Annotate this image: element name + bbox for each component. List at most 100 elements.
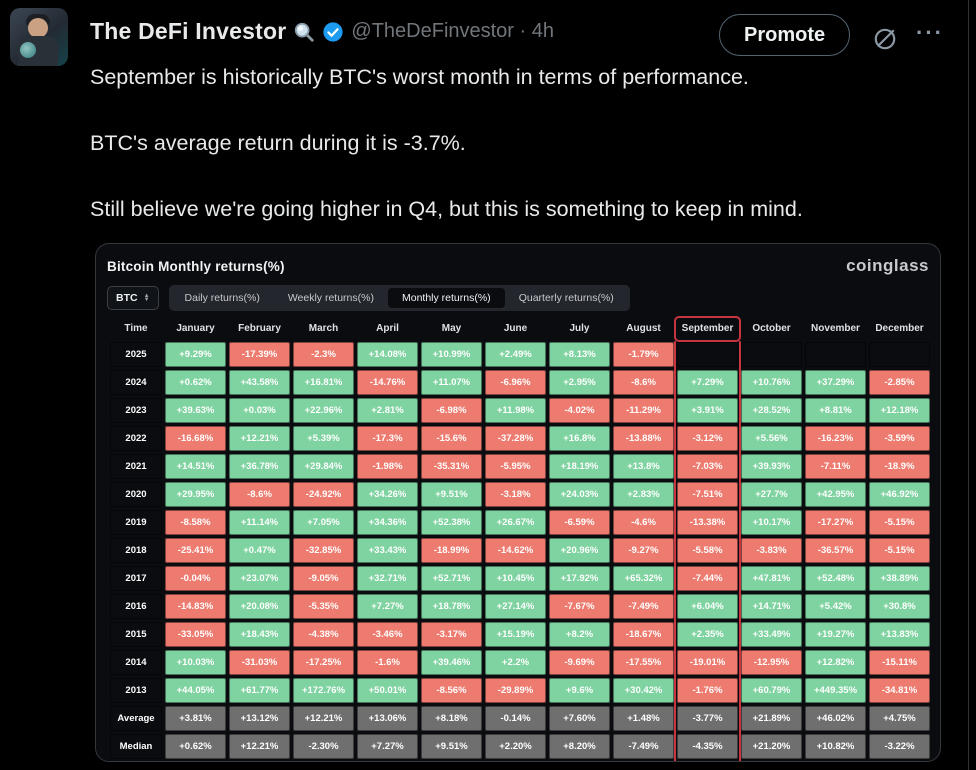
row-label-2015: 2015 <box>110 622 162 647</box>
return-cell: +0.03% <box>229 398 290 423</box>
avatar[interactable] <box>10 8 68 66</box>
return-cell: +6.04% <box>677 594 738 619</box>
return-cell: +30.42% <box>613 678 674 703</box>
return-cell: +12.18% <box>869 398 930 423</box>
tab-quarterly[interactable]: Quarterly returns(%) <box>518 292 614 304</box>
col-header-november: November <box>811 323 860 334</box>
return-cell: -8.6% <box>613 370 674 395</box>
return-cell: -3.17% <box>421 622 482 647</box>
return-cell: -6.59% <box>549 510 610 535</box>
return-cell: +10.99% <box>421 342 482 367</box>
return-cell: -9.27% <box>613 538 674 563</box>
tweet-image-coinglass-table[interactable]: Bitcoin Monthly returns(%) coinglass BTC… <box>95 243 941 762</box>
return-cell: +52.71% <box>421 566 482 591</box>
return-cell: +7.27% <box>357 734 418 759</box>
return-cell: +27.14% <box>485 594 546 619</box>
col-header-september: September <box>681 323 734 334</box>
return-cell: -5.95% <box>485 454 546 479</box>
col-header-april: April <box>376 323 399 334</box>
return-cell: -24.92% <box>293 482 354 507</box>
return-cell: -33.05% <box>165 622 226 647</box>
monthly-returns-table: Time January February March April May June July… <box>107 315 933 761</box>
return-cell: +9.51% <box>421 482 482 507</box>
return-cell: -2.30% <box>293 734 354 759</box>
return-cell: +37.29% <box>805 370 866 395</box>
row-label-2023: 2023 <box>110 398 162 423</box>
return-cell: -18.99% <box>421 538 482 563</box>
return-cell: -13.38% <box>677 510 738 535</box>
row-label-2022: 2022 <box>110 426 162 451</box>
return-cell: +10.03% <box>165 650 226 675</box>
return-cell: +10.82% <box>805 734 866 759</box>
return-cell: +0.47% <box>229 538 290 563</box>
grok-slash-circle-icon[interactable] <box>872 26 898 52</box>
avatar-art <box>20 42 36 58</box>
return-cell: -3.77% <box>677 706 738 731</box>
return-cell: +17.92% <box>549 566 610 591</box>
return-cell: +9.29% <box>165 342 226 367</box>
tab-monthly[interactable]: Monthly returns(%) <box>387 288 505 308</box>
return-cell: +7.05% <box>293 510 354 535</box>
return-cell: -15.11% <box>869 650 930 675</box>
return-cell: +36.78% <box>229 454 290 479</box>
col-header-december: December <box>875 323 924 334</box>
return-cell: -14.76% <box>357 370 418 395</box>
col-header-time: Time <box>124 323 148 334</box>
return-cell: +13.8% <box>613 454 674 479</box>
tab-daily[interactable]: Daily returns(%) <box>184 292 260 304</box>
return-cell: +14.08% <box>357 342 418 367</box>
return-cell: +12.21% <box>293 706 354 731</box>
return-cell: -3.59% <box>869 426 930 451</box>
return-cell: -3.22% <box>869 734 930 759</box>
return-cell: +4.75% <box>869 706 930 731</box>
return-cell: +21.89% <box>741 706 802 731</box>
return-cell: -1.79% <box>613 342 674 367</box>
return-cell: +3.81% <box>165 706 226 731</box>
return-cell: +33.43% <box>357 538 418 563</box>
row-label-average: Average <box>110 706 162 731</box>
return-cell: -29.89% <box>485 678 546 703</box>
return-cell: -1.6% <box>357 650 418 675</box>
return-cell: +20.08% <box>229 594 290 619</box>
return-cell: -2.3% <box>293 342 354 367</box>
return-cell: +52.38% <box>421 510 482 535</box>
symbol-selector[interactable]: BTC ▲ ▼ <box>107 286 159 310</box>
return-cell: -35.31% <box>421 454 482 479</box>
return-cell: -7.67% <box>549 594 610 619</box>
return-cell: +47.81% <box>741 566 802 591</box>
timestamp[interactable]: 4h <box>531 20 555 42</box>
return-cell: -7.51% <box>677 482 738 507</box>
tab-weekly[interactable]: Weekly returns(%) <box>287 292 374 304</box>
return-cell: -32.85% <box>293 538 354 563</box>
return-cell: +32.71% <box>357 566 418 591</box>
return-cell: +14.51% <box>165 454 226 479</box>
return-cell: +9.51% <box>421 734 482 759</box>
return-cell: +29.95% <box>165 482 226 507</box>
return-cell: +16.8% <box>549 426 610 451</box>
return-cell: -7.11% <box>805 454 866 479</box>
return-cell: -11.29% <box>613 398 674 423</box>
return-cell: +13.83% <box>869 622 930 647</box>
return-cell: +13.12% <box>229 706 290 731</box>
return-cell: +46.92% <box>869 482 930 507</box>
return-cell: +18.19% <box>549 454 610 479</box>
return-cell: -0.14% <box>485 706 546 731</box>
return-cell: +18.78% <box>421 594 482 619</box>
promote-button[interactable]: Promote <box>719 14 851 56</box>
more-menu-icon[interactable]: ··· <box>916 20 944 45</box>
return-cell: +65.32% <box>613 566 674 591</box>
handle[interactable]: @TheDeFinvestor · 4h <box>351 20 555 42</box>
return-cell: +28.52% <box>741 398 802 423</box>
return-cell: -4.38% <box>293 622 354 647</box>
return-cell: +7.29% <box>677 370 738 395</box>
return-cell: +39.93% <box>741 454 802 479</box>
return-cell: +5.39% <box>293 426 354 451</box>
return-cell: +43.58% <box>229 370 290 395</box>
return-cell: +39.63% <box>165 398 226 423</box>
return-cell: -36.57% <box>805 538 866 563</box>
return-cell: +14.71% <box>741 594 802 619</box>
display-name[interactable]: The DeFi Investor <box>90 18 287 44</box>
return-cell: +2.49% <box>485 342 546 367</box>
return-cell: -2.85% <box>869 370 930 395</box>
widget-controls: BTC ▲ ▼ Daily returns(%) Weekly returns(%)… <box>107 285 929 311</box>
